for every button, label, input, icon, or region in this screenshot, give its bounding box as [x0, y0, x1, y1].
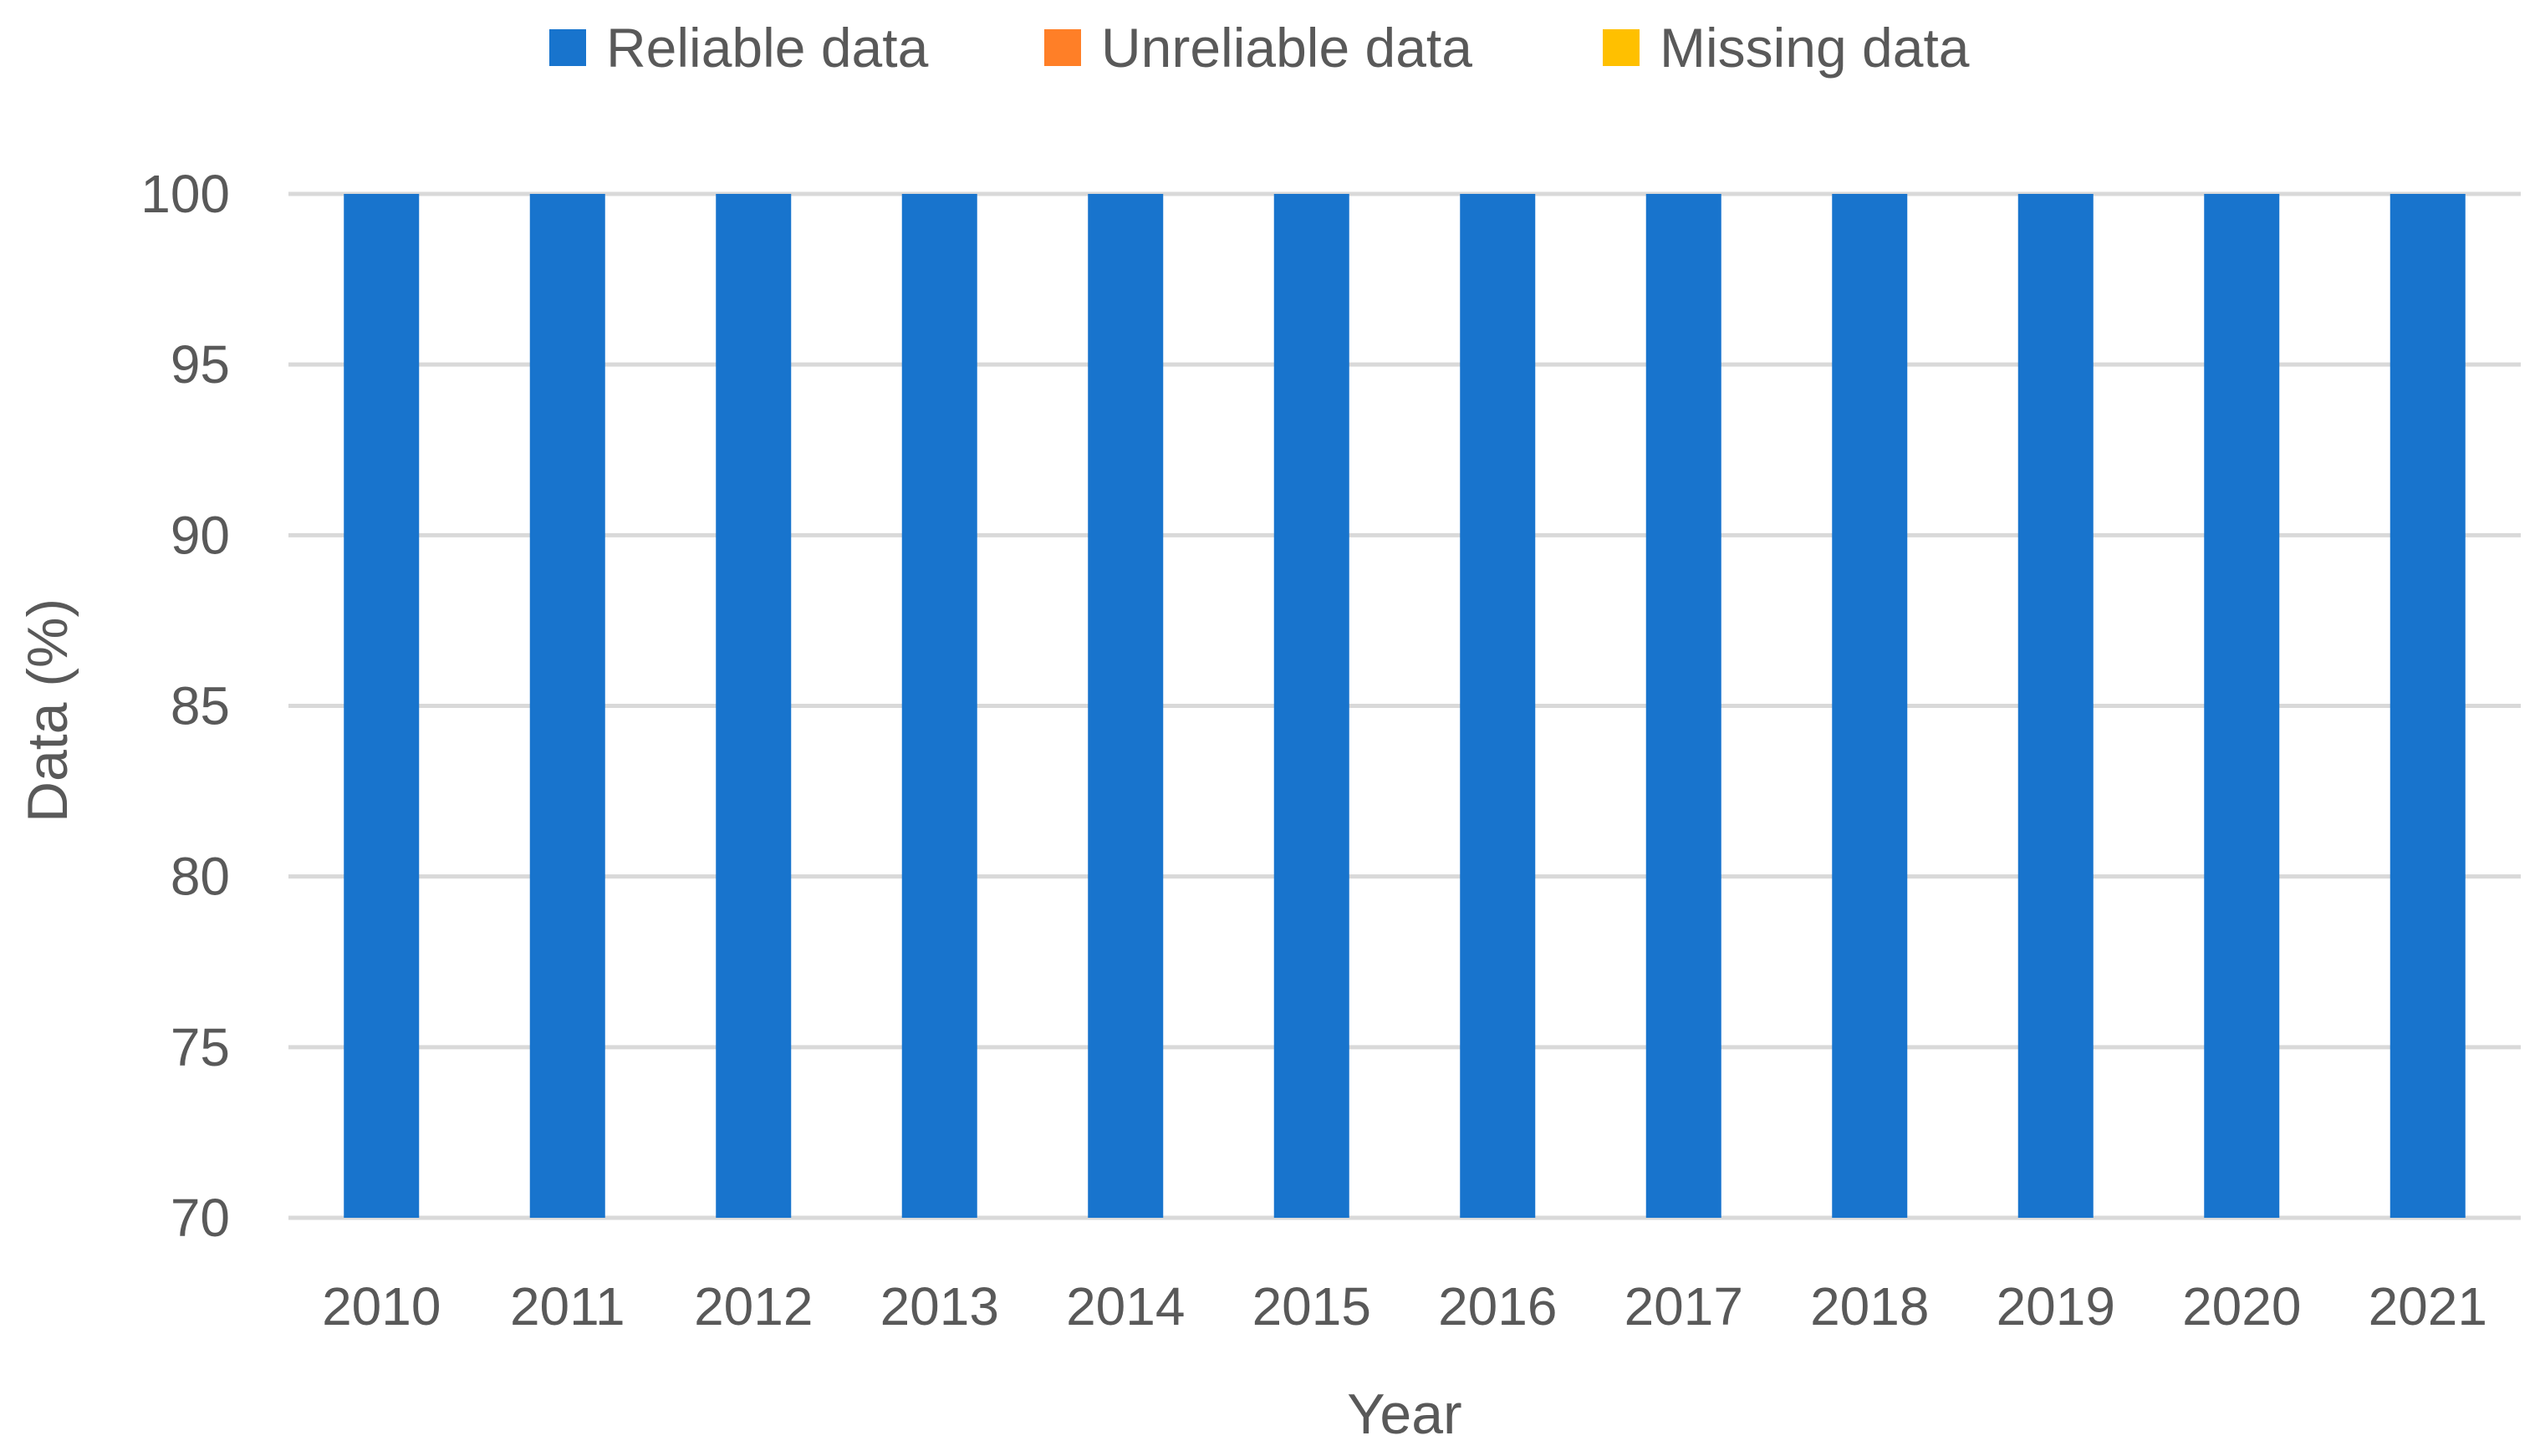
legend-label: Missing data — [1660, 17, 1970, 79]
y-axis-title: Data (%) — [16, 598, 79, 822]
gridlines — [288, 191, 2521, 1220]
x-tick-label: 2012 — [694, 1276, 813, 1336]
bar-reliable-data-2016 — [1460, 194, 1536, 1218]
y-tick-label: 85 — [171, 676, 230, 736]
legend-swatch — [1044, 29, 1081, 66]
x-tick-label: 2011 — [510, 1276, 625, 1336]
bar-reliable-data-2011 — [529, 194, 605, 1218]
legend: Reliable data Unreliable data Missing data — [549, 17, 1970, 79]
x-axis-ticks: 2010 2011 2012 2013 2014 2015 2016 2017 2018 2019… — [322, 1276, 2487, 1336]
bar-reliable-data-2021 — [2390, 194, 2466, 1218]
x-tick-label: 2019 — [1997, 1276, 2115, 1336]
bar-reliable-data-2014 — [1088, 194, 1164, 1218]
x-tick-label: 2020 — [2182, 1276, 2301, 1336]
bar-reliable-data-2018 — [1832, 194, 1908, 1218]
legend-swatch — [549, 29, 586, 66]
legend-label: Reliable data — [606, 17, 929, 79]
bar-reliable-data-2019 — [2017, 194, 2094, 1218]
bar-reliable-data-2020 — [2204, 194, 2280, 1218]
y-tick-label: 75 — [171, 1017, 230, 1077]
bar-reliable-data-2017 — [1645, 194, 1721, 1218]
bar-reliable-data-2013 — [901, 194, 977, 1218]
y-tick-label: 90 — [171, 505, 230, 565]
bar-reliable-data-2012 — [716, 194, 792, 1218]
y-tick-label: 80 — [171, 847, 230, 907]
y-tick-label: 100 — [140, 164, 230, 224]
x-tick-label: 2015 — [1252, 1276, 1371, 1336]
legend-label: Unreliable data — [1101, 17, 1472, 79]
x-tick-label: 2014 — [1066, 1276, 1185, 1336]
x-tick-label: 2013 — [880, 1276, 999, 1336]
bar-reliable-data-2015 — [1273, 194, 1349, 1218]
x-tick-label: 2016 — [1438, 1276, 1557, 1336]
bars — [344, 194, 2466, 1218]
x-tick-label: 2018 — [1810, 1276, 1929, 1336]
legend-swatch — [1603, 29, 1640, 66]
x-axis-title: Year — [1347, 1382, 1461, 1446]
y-tick-label: 70 — [171, 1188, 230, 1248]
bar-reliable-data-2010 — [344, 194, 420, 1218]
y-axis-ticks: 70 75 80 85 90 95 100 — [140, 164, 230, 1248]
y-tick-label: 95 — [171, 334, 230, 395]
x-tick-label: 2017 — [1624, 1276, 1743, 1336]
x-tick-label: 2021 — [2369, 1276, 2487, 1336]
x-tick-label: 2010 — [322, 1276, 441, 1336]
